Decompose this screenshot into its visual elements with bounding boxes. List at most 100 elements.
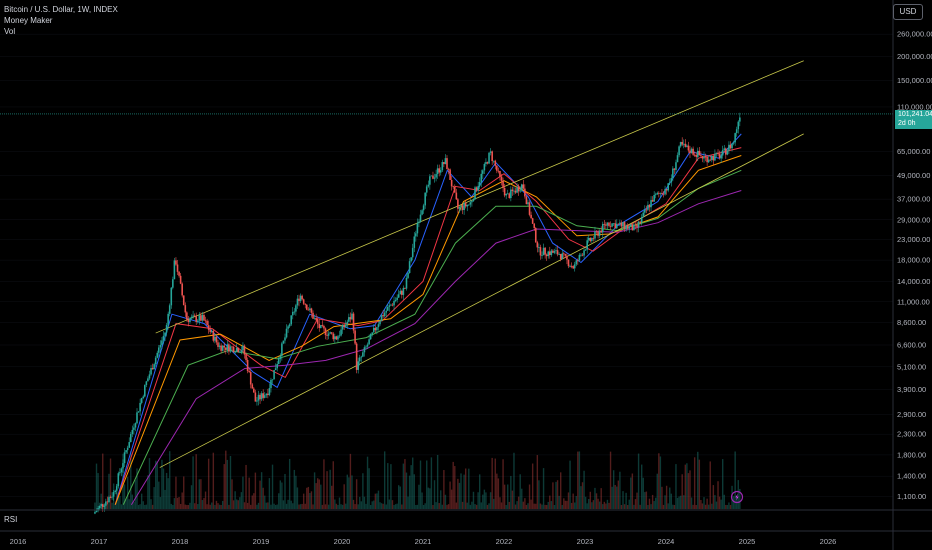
volume-bar (114, 504, 116, 509)
volume-bar (449, 481, 451, 509)
candle-body (720, 155, 722, 159)
candle-body (499, 170, 501, 177)
volume-bar (531, 463, 534, 509)
volume-bar (612, 470, 615, 509)
candle-body (176, 264, 179, 272)
candle-body (645, 209, 648, 211)
volume-bar (184, 504, 186, 509)
volume-bar (438, 503, 440, 509)
candle-body (97, 508, 99, 511)
candle-body (172, 279, 174, 288)
volume-bar (630, 477, 632, 509)
candle-body (514, 190, 517, 193)
volume-bar (623, 504, 626, 509)
candle-body (637, 221, 640, 228)
candle-body (379, 321, 381, 325)
candle-body (614, 223, 617, 229)
volume-bar (542, 468, 545, 509)
volume-bar (167, 478, 169, 509)
volume-bar (419, 460, 422, 509)
volume-bar (207, 458, 210, 509)
candle-body (531, 218, 534, 224)
volume-bar (563, 498, 565, 509)
volume-bar (108, 473, 110, 509)
candle-body (388, 305, 391, 307)
price-tick-label: 110,000.00 (897, 102, 932, 111)
candle-body (467, 204, 470, 206)
volume-bar (338, 497, 341, 509)
volume-bar (525, 504, 528, 509)
candle-body (399, 290, 402, 295)
candle-body (415, 233, 417, 237)
channel-line-upper[interactable] (155, 60, 804, 334)
channel-line-lower[interactable] (159, 133, 804, 468)
candle-body (298, 298, 300, 302)
volume-bar (373, 500, 375, 509)
volume-bar (592, 500, 595, 509)
candle-body (611, 223, 613, 227)
volume-bar (619, 471, 621, 509)
candle-body (134, 423, 137, 428)
volume-bar (670, 493, 672, 509)
volume-bar (331, 485, 333, 509)
volume-bar (458, 482, 461, 509)
volume-bar (161, 459, 163, 509)
candle-body (195, 316, 197, 322)
candle-body (235, 347, 238, 352)
symbol-title[interactable]: Bitcoin / U.S. Dollar, 1W, INDEX (4, 5, 118, 14)
volume-bar (200, 479, 202, 509)
candle-body (656, 192, 659, 195)
volume-bar (190, 485, 193, 509)
volume-bar (450, 489, 453, 509)
candle-body (214, 336, 216, 341)
volume-bar (140, 493, 143, 509)
volume-bar (695, 505, 697, 509)
candle-body (516, 187, 518, 193)
volume-bar (256, 504, 258, 509)
price-axis[interactable]: 260,000.00 200,000.00 150,000.00 110,000.00… (897, 30, 932, 501)
rsi-pane-label[interactable]: RSI (4, 515, 18, 524)
currency-button[interactable]: USD (893, 4, 923, 20)
indicator-volume[interactable]: Vol (4, 27, 16, 36)
volume-bar (287, 499, 289, 509)
candle-body (698, 150, 701, 156)
candle-body (189, 318, 191, 322)
candle-body (229, 346, 232, 352)
candle-body (352, 313, 355, 331)
volume-bar (345, 503, 347, 509)
volume-bar (187, 504, 190, 509)
candle-body (704, 156, 707, 158)
candle-body (209, 329, 212, 332)
candle-body (276, 364, 278, 369)
volume-bar (326, 471, 328, 509)
volume-bar (602, 504, 604, 509)
candle-body (299, 295, 302, 302)
candle-body (243, 345, 246, 355)
indicator-money-maker[interactable]: Money Maker (4, 16, 53, 25)
candlesticks (94, 112, 741, 515)
price-tick-label: 8,600.00 (897, 318, 926, 327)
volume-bar (385, 504, 387, 509)
lightning-icon[interactable] (730, 490, 744, 504)
candle-body (432, 175, 434, 179)
candle-body (170, 287, 173, 306)
volume-bar (181, 492, 183, 509)
time-axis[interactable]: 2016 2017 2018 2019 2020 2021 2022 2023 2024 2025… (10, 537, 837, 546)
last-price-value: 101,241.04 (898, 110, 932, 118)
volume-bar (418, 484, 420, 509)
volume-bar (597, 498, 599, 509)
volume-bar (134, 480, 137, 509)
candle-body (111, 496, 113, 498)
volume-bar (310, 491, 313, 509)
volume-bar (220, 504, 222, 509)
volume-bar (454, 466, 456, 509)
candle-body (259, 394, 261, 400)
volume-bar (734, 451, 736, 509)
volume-bar (598, 501, 601, 509)
candle-body (240, 350, 243, 352)
candle-body (316, 320, 319, 324)
candle-body (444, 158, 447, 165)
candle-body (443, 162, 445, 165)
volume-bar (631, 473, 634, 509)
